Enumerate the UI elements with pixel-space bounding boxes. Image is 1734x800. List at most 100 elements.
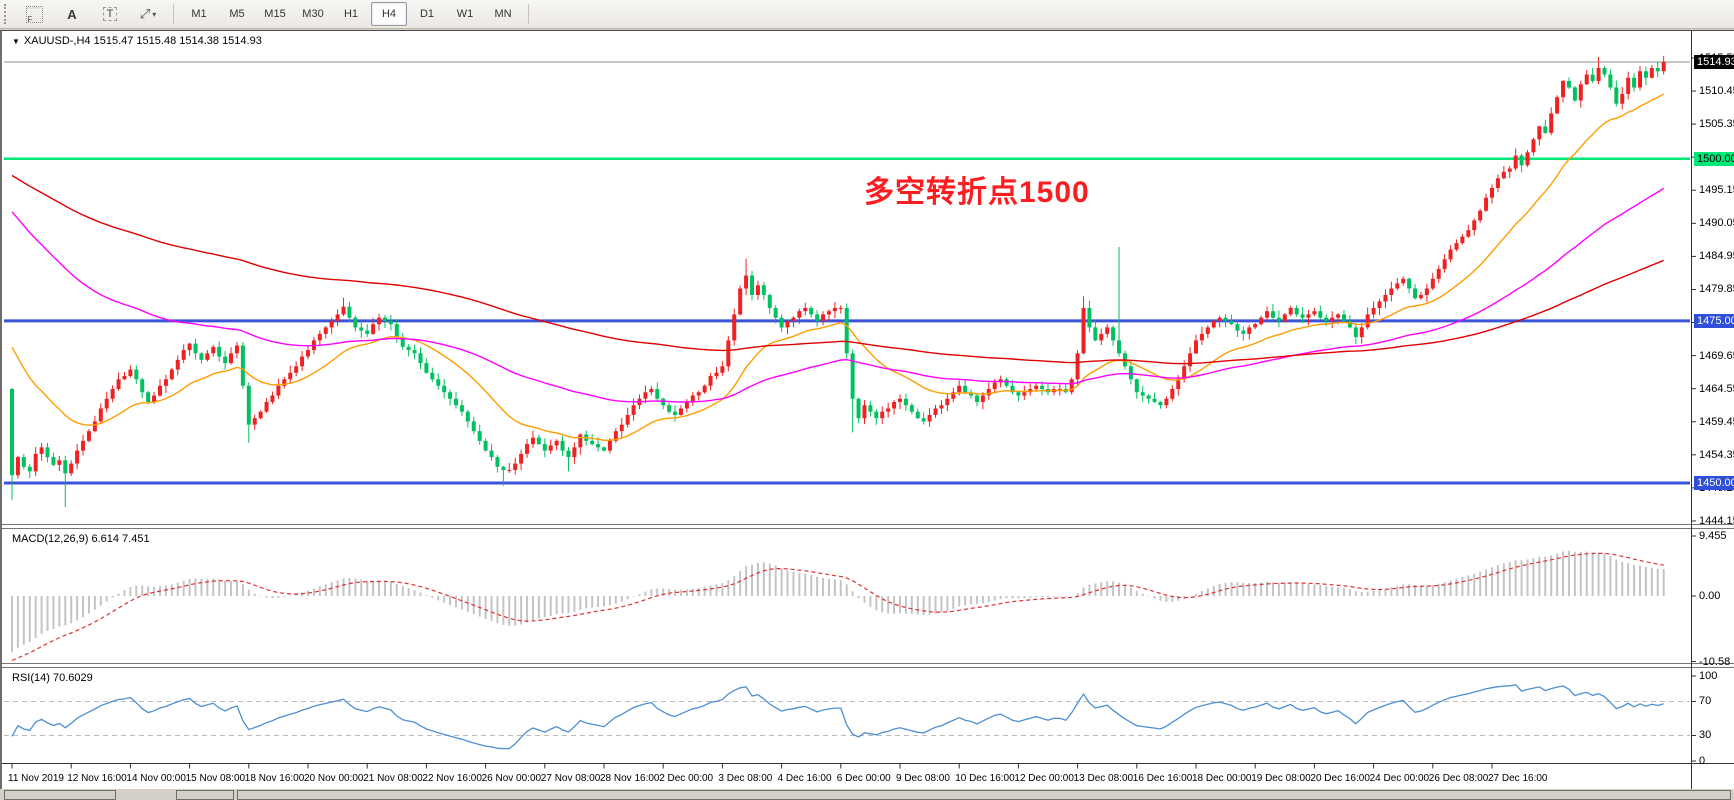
candle-body [163, 379, 168, 386]
candle-body [1359, 327, 1364, 338]
timeframe-button-h1[interactable]: H1 [343, 8, 359, 20]
time-axis-label: 27 Nov 08:00 [540, 773, 601, 784]
candle-body [1602, 68, 1607, 75]
candle-body [1543, 126, 1548, 133]
price-tick-label: 1505.35 [1699, 118, 1734, 131]
timeframe-button-m5[interactable]: M5 [229, 8, 245, 20]
candle-body [572, 447, 577, 458]
macd-tick-label: 0.00 [1699, 590, 1721, 602]
terminal-tab[interactable] [237, 790, 1731, 800]
candle-body [1294, 307, 1299, 315]
candle-body [785, 320, 790, 328]
timeframe-button-m15[interactable]: M15 [264, 8, 286, 20]
font-tool-icon: A [67, 6, 77, 22]
time-axis-label: 14 Nov 00:00 [126, 773, 186, 784]
candle-body [489, 450, 494, 458]
symbol-dropdown-icon[interactable]: ▼ [12, 37, 20, 46]
candle-body [400, 337, 405, 347]
timeframe-button-d1[interactable]: D1 [419, 8, 435, 20]
candle-body [1661, 61, 1666, 72]
macd-signal-line [11, 552, 1664, 662]
candle-body [566, 450, 571, 458]
candle-body [844, 307, 849, 354]
candle-body [1353, 327, 1358, 338]
candle-body [465, 411, 470, 422]
candle-body [175, 359, 180, 370]
candle-body [525, 444, 530, 454]
candle-body [81, 440, 86, 451]
candle-body [714, 372, 719, 377]
time-axis-label: 26 Dec 08:00 [1428, 773, 1489, 784]
candle-body [418, 353, 423, 364]
candle-body [915, 411, 920, 419]
price-line-badge: 1500.00 [1694, 151, 1734, 166]
candle-body [1490, 187, 1494, 198]
candle-body [1211, 320, 1216, 328]
cursor-mode-button[interactable]: ⤢ ▾ [130, 2, 166, 26]
chart-annotation-text[interactable]: 多空转折点1500 [864, 176, 1090, 209]
candlestick-chart-canvas[interactable] [2, 31, 1734, 789]
timeframe-button-m1[interactable]: M1 [191, 8, 207, 20]
candle-body [708, 376, 713, 386]
toolbar-grip[interactable] [4, 4, 10, 24]
terminal-tab[interactable] [4, 790, 116, 800]
candle-body [1288, 307, 1293, 315]
candle-body [673, 411, 678, 415]
text-tool-button[interactable]: T [92, 2, 128, 26]
candle-body [1513, 155, 1518, 169]
price-tick-label: 1464.55 [1699, 382, 1734, 395]
price-tick-label: 1495.15 [1699, 184, 1734, 197]
candle-body [684, 401, 689, 409]
candle-body [1407, 278, 1412, 289]
candle-body [1608, 74, 1613, 88]
candle-body [1312, 311, 1317, 315]
candle-body [45, 447, 50, 458]
candle-body [560, 440, 565, 451]
macd-indicator-label: MACD(12,26,9) 6.614 7.451 [12, 533, 150, 545]
candle-body [1561, 80, 1566, 98]
candle-body [199, 353, 204, 360]
time-axis-label: 28 Nov 16:00 [600, 773, 660, 784]
candle-body [690, 395, 695, 402]
candle-body [1466, 230, 1471, 237]
candle-body [1199, 333, 1204, 341]
candle-body [927, 414, 932, 422]
candle-body [1365, 314, 1370, 328]
candle-body [1093, 327, 1098, 341]
candle-body [963, 385, 968, 393]
candle-body [974, 395, 979, 402]
timeframe-button-w1[interactable]: W1 [456, 8, 474, 20]
timeframe-button-m30[interactable]: M30 [302, 8, 324, 20]
candle-body [951, 392, 956, 399]
timeframe-button-mn[interactable]: MN [494, 8, 512, 20]
candle-body [1507, 168, 1512, 172]
chart-grid-tool-button[interactable]: F [16, 2, 52, 26]
candle-body [1537, 126, 1542, 140]
terminal-tab[interactable] [176, 790, 234, 800]
candle-body [347, 306, 352, 318]
candle-body [880, 411, 885, 419]
candle-body [454, 398, 458, 406]
price-line-badge: 1475.00 [1694, 313, 1734, 328]
timeframe-button-h4[interactable]: H4 [371, 2, 407, 26]
macd-tick-label: 9.455 [1699, 530, 1727, 542]
candle-body [406, 346, 411, 351]
toolbar: F A T ⤢ ▾ M1 M5 M15 M30 H1 H4 D1 W1 MN [0, 0, 1734, 29]
rsi-line [11, 683, 1664, 750]
candle-body [1549, 113, 1554, 133]
font-tool-button[interactable]: A [54, 2, 90, 26]
candle-body [1436, 269, 1441, 279]
candle-body [1519, 155, 1524, 166]
candle-body [1158, 401, 1163, 406]
candle-body [1655, 68, 1660, 72]
candle-body [1395, 283, 1400, 289]
candle-body [240, 345, 245, 386]
ma-slow-red [11, 174, 1664, 365]
candle-body [63, 460, 68, 474]
time-axis-label: 20 Nov 00:00 [304, 773, 364, 784]
candle-body [21, 457, 26, 467]
candle-body [294, 366, 299, 373]
candle-body [750, 275, 754, 295]
candle-body [643, 392, 648, 399]
candle-body [217, 346, 222, 357]
